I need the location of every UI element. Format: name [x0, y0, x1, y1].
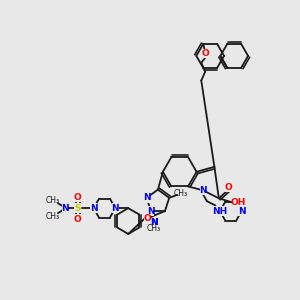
FancyBboxPatch shape — [233, 197, 244, 207]
FancyBboxPatch shape — [90, 203, 97, 213]
FancyBboxPatch shape — [74, 203, 81, 213]
FancyBboxPatch shape — [151, 219, 157, 225]
FancyBboxPatch shape — [144, 213, 150, 223]
Text: O: O — [143, 214, 151, 223]
FancyBboxPatch shape — [200, 186, 206, 195]
FancyBboxPatch shape — [226, 183, 232, 192]
FancyBboxPatch shape — [74, 193, 81, 202]
Text: NH: NH — [212, 207, 227, 216]
Text: OH: OH — [231, 198, 246, 207]
Text: N: N — [143, 193, 150, 202]
Text: CH₃: CH₃ — [46, 212, 60, 220]
Text: O: O — [74, 193, 82, 202]
FancyBboxPatch shape — [143, 193, 150, 203]
Text: N: N — [238, 207, 245, 216]
Text: N: N — [90, 204, 98, 213]
FancyBboxPatch shape — [238, 206, 245, 216]
Text: N: N — [147, 207, 155, 216]
Text: N: N — [112, 204, 119, 213]
FancyBboxPatch shape — [148, 206, 154, 216]
FancyBboxPatch shape — [74, 214, 81, 224]
Text: S: S — [74, 204, 81, 213]
Text: N: N — [150, 218, 158, 226]
Text: CH₃: CH₃ — [174, 189, 188, 198]
Text: N: N — [61, 204, 69, 213]
FancyBboxPatch shape — [112, 203, 119, 213]
FancyBboxPatch shape — [214, 206, 226, 216]
Text: CH₃: CH₃ — [147, 224, 161, 233]
Text: N: N — [199, 186, 207, 195]
Text: N: N — [150, 218, 158, 226]
Text: O: O — [201, 49, 209, 58]
FancyBboxPatch shape — [61, 203, 68, 213]
Text: O: O — [225, 183, 232, 192]
Text: O: O — [74, 214, 82, 224]
Text: CH₃: CH₃ — [46, 196, 60, 205]
FancyBboxPatch shape — [202, 49, 208, 58]
